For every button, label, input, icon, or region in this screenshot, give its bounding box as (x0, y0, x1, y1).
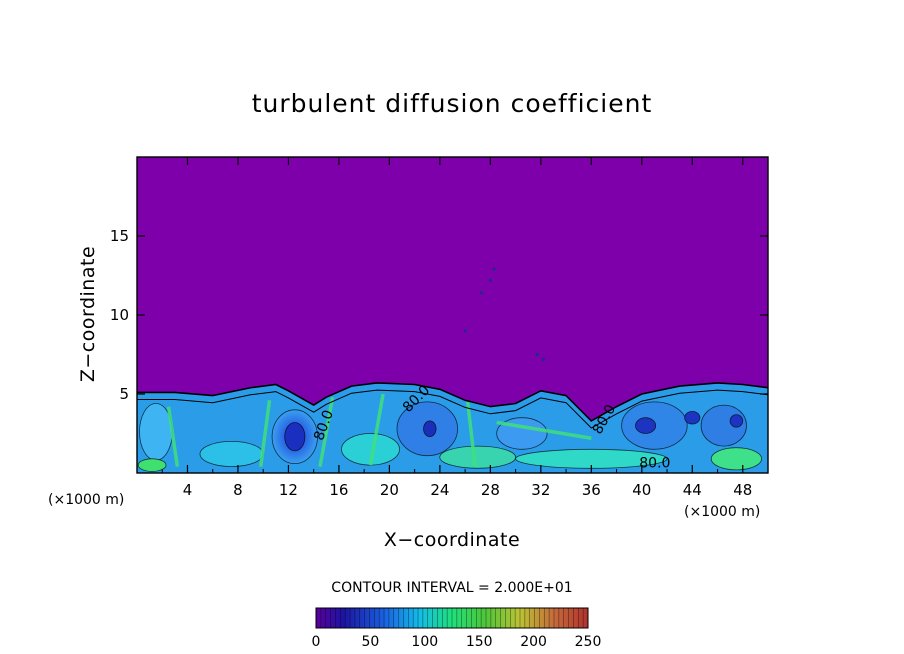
eddy (137, 458, 167, 472)
x-tick-label: 4 (183, 481, 193, 499)
eddy-streak (258, 400, 272, 467)
eddy (284, 422, 306, 452)
eddy-streak (496, 420, 592, 440)
x-tick-label: 20 (380, 481, 399, 499)
y-axis-title: Z−coordinate (77, 246, 99, 382)
eddy (439, 445, 517, 469)
speck (488, 278, 492, 282)
eddy-features (137, 393, 763, 472)
speck (479, 291, 484, 295)
eddy-streak (318, 396, 335, 467)
x-tick-label: 32 (531, 481, 550, 499)
speck-features (463, 267, 545, 361)
colorbar-tick-label: 250 (575, 634, 602, 650)
x-axis-unit-right: (×1000 m) (684, 504, 760, 520)
plot-area: 80.080.080.080.0 4 8 12 16 20 24 28 32 36 40 44 48 … (110, 156, 769, 499)
speck (535, 352, 539, 357)
colorbar-tick-label: 100 (411, 634, 438, 650)
x-axis-ticks: 4 8 12 16 20 24 28 32 36 40 44 48 (161, 157, 752, 499)
x-axis-title: X−coordinate (384, 529, 520, 551)
eddy (684, 411, 701, 425)
y-tick-label: 15 (110, 227, 129, 245)
eddy (635, 417, 657, 434)
colorbar-tick-label: 200 (520, 634, 547, 650)
x-tick-label: 40 (632, 481, 651, 499)
eddy-streak (166, 406, 180, 467)
eddy-streak (465, 401, 477, 467)
speck (541, 357, 545, 361)
x-tick-label: 24 (430, 481, 449, 499)
eddy (139, 403, 173, 461)
eddy-streak (368, 393, 385, 466)
y-tick-label: 5 (119, 385, 129, 403)
x-axis-unit-left: (×1000 m) (48, 492, 124, 508)
speck (463, 329, 467, 333)
colorbar: 0 50 100 150 200 250 (312, 607, 602, 650)
boundary-layer-inner-contour (137, 389, 768, 429)
eddy (729, 414, 744, 428)
x-tick-label: 8 (233, 481, 243, 499)
colorbar-ticks: 0 50 100 150 200 250 (312, 634, 602, 650)
eddy (423, 420, 437, 438)
x-tick-label: 12 (279, 481, 298, 499)
colorbar-tick-label: 150 (466, 634, 493, 650)
y-axis-ticks: 5 10 15 (110, 227, 768, 403)
chart-title: turbulent diffusion coefficient (252, 89, 653, 118)
x-tick-label: 44 (683, 481, 702, 499)
colorbar-tick-label: 0 (312, 634, 321, 650)
x-tick-label: 28 (481, 481, 500, 499)
boundary-layer-contour (137, 382, 768, 422)
eddy (710, 447, 763, 471)
contour-label: 80.0 (639, 455, 670, 471)
x-tick-label: 16 (329, 481, 348, 499)
y-tick-label: 10 (110, 306, 129, 324)
contour-interval-text: CONTOUR INTERVAL = 2.000E+01 (331, 580, 572, 596)
colorbar-tick-label: 50 (361, 634, 379, 650)
colorbar-stripes (320, 608, 584, 628)
speck (492, 267, 496, 271)
x-tick-label: 36 (582, 481, 601, 499)
eddy (199, 440, 264, 467)
x-tick-label: 48 (733, 481, 752, 499)
